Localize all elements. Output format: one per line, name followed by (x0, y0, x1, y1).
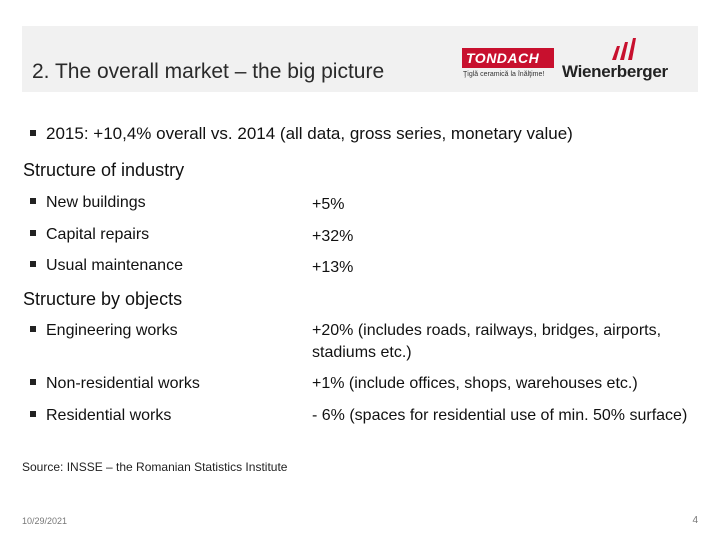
tondach-logo: TONDACH Ţiglă ceramică la înălţime! (462, 44, 557, 84)
objects-label: Non-residential works (30, 375, 200, 393)
page-title: 2. The overall market – the big picture (32, 60, 385, 83)
objects-label: Residential works (30, 407, 171, 425)
bullet-square-icon (30, 260, 36, 267)
bullet-square-icon (30, 197, 36, 204)
bullet-square-icon (30, 129, 36, 136)
industry-label: Usual maintenance (30, 257, 183, 275)
tondach-logo-wordmark: TONDACH (462, 48, 554, 68)
page-number: 4 (692, 515, 698, 526)
bullet-square-icon (30, 410, 36, 417)
footer-date: 10/29/2021 (22, 516, 68, 526)
industry-value: +5% (312, 196, 345, 213)
wienerberger-logo-wordmark: Wienerberger (562, 62, 668, 81)
tondach-logo-tagline: Ţiglă ceramică la înălţime! (463, 71, 545, 78)
bullet-square-icon (30, 229, 36, 236)
industry-value: +32% (312, 228, 354, 245)
industry-value: +13% (312, 259, 354, 276)
industry-heading: Structure of industry (23, 160, 185, 180)
objects-label: Engineering works (30, 322, 178, 340)
objects-heading: Structure by objects (23, 289, 183, 309)
bullet-square-icon (30, 378, 36, 385)
industry-label: New buildings (30, 194, 146, 212)
title-band: 2. The overall market – the big picture … (22, 26, 698, 92)
wienerberger-logo: Wienerberger (562, 38, 692, 82)
source-note: Source: INSSE – the Romanian Statistics … (22, 460, 288, 474)
objects-value: - 6% (spaces for residential use of min.… (312, 407, 688, 424)
wienerberger-mark-icon (612, 38, 636, 60)
summary-bullet: 2015: +10,4% overall vs. 2014 (all data,… (30, 124, 573, 144)
industry-label: Capital repairs (30, 226, 149, 244)
summary-text: 2015: +10,4% overall vs. 2014 (all data,… (46, 124, 573, 143)
objects-value: +20% (includes roads, railways, bridges,… (312, 322, 662, 361)
bullet-square-icon (30, 325, 36, 332)
objects-value: +1% (include offices, shops, warehouses … (312, 375, 638, 392)
